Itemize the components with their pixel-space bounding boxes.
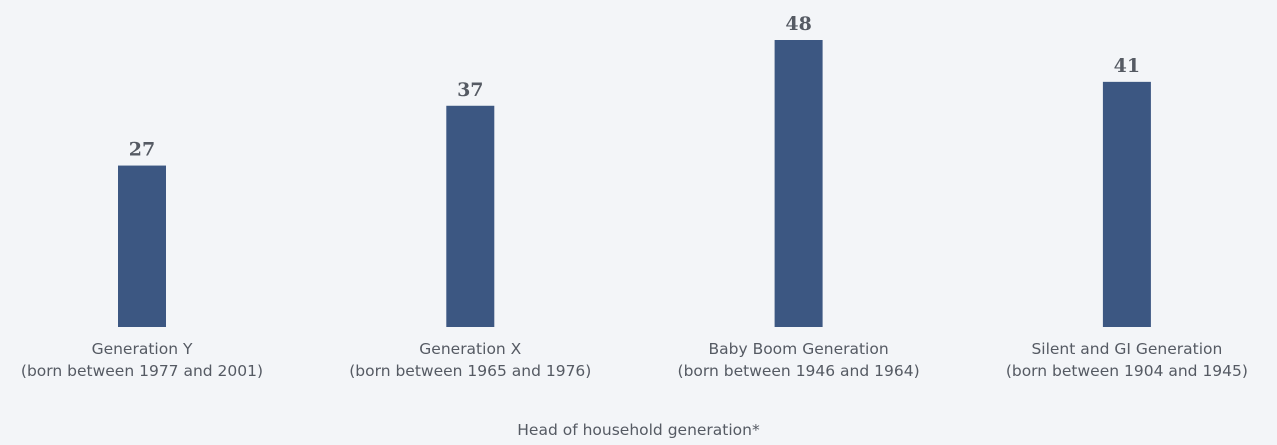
bar: [1102, 81, 1151, 328]
value-label: 37: [457, 79, 483, 101]
x-tick-label: Generation X (born between 1965 and 1976…: [349, 340, 592, 380]
x-axis-title: Head of household generation*: [517, 421, 760, 439]
value-label: 41: [1114, 55, 1140, 77]
x-tick-label: Baby Boom Generation (born between 1946 …: [677, 340, 920, 380]
bar: [774, 40, 823, 327]
value-label: 27: [129, 139, 155, 161]
value-label: 48: [785, 13, 811, 35]
bar: [118, 165, 166, 327]
x-tick-label: Generation Y (born between 1977 and 2001…: [20, 340, 264, 380]
x-tick-label: Silent and GI Generation (born between 1…: [1005, 340, 1248, 380]
bar: [446, 105, 495, 327]
